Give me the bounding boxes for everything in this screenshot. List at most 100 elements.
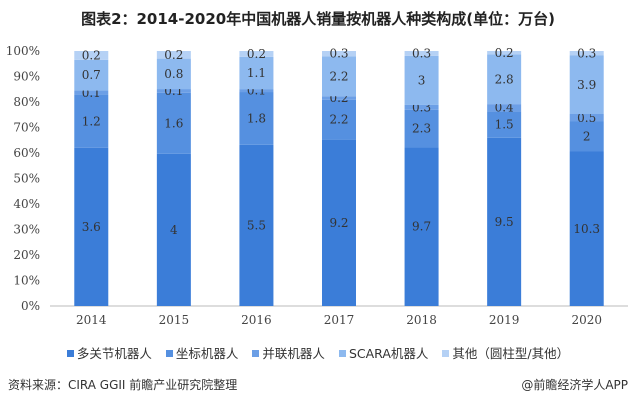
legend-label: 坐标机器人 [175, 346, 239, 361]
bar-segment [487, 137, 522, 306]
data-label: 0.3 [329, 47, 348, 61]
bar-segment [239, 89, 274, 93]
bar-segment [74, 59, 109, 91]
data-label: 9.2 [329, 216, 348, 230]
y-tick-label: 60% [13, 146, 40, 160]
data-label: 2.3 [412, 122, 431, 136]
bar-segment [487, 104, 522, 112]
data-label: 2 [583, 130, 591, 144]
bar-segment [239, 92, 274, 145]
bar-segment [74, 94, 109, 148]
data-label: 0.2 [495, 46, 514, 60]
y-tick-label: 10% [13, 274, 40, 288]
data-label: 1.6 [164, 116, 183, 130]
legend-item: 其他（圆柱型/其他） [442, 343, 569, 362]
bar-segment [156, 58, 191, 90]
data-label: 4 [170, 223, 178, 237]
source-note: 资料来源：CIRA GGII 前瞻产业研究院整理 [8, 378, 238, 392]
legend-label: SCARA机器人 [348, 346, 429, 361]
bar-segment [156, 92, 191, 154]
bar-segment [74, 147, 109, 306]
legend-label: 并联机器人 [262, 346, 325, 361]
data-label: 0.3 [412, 46, 431, 60]
legend-swatch [252, 350, 260, 357]
data-label: 2.2 [329, 113, 348, 127]
bar-segment [569, 121, 604, 152]
bar-segment [156, 153, 191, 306]
legend-swatch [338, 350, 346, 357]
legend-item: 坐标机器人 [165, 343, 239, 362]
bar-segment [404, 109, 439, 148]
legend-swatch [165, 350, 173, 357]
data-label: 0.2 [247, 47, 266, 61]
bar-segment [239, 51, 274, 57]
bar-segment [569, 151, 604, 306]
bar-segment [569, 114, 604, 122]
y-tick-label: 30% [13, 223, 40, 237]
legend-swatch [442, 350, 450, 357]
bar-segment [74, 90, 109, 95]
x-tick-label: 2017 [324, 313, 355, 327]
bar-segment [404, 55, 439, 105]
bar-segment [404, 147, 439, 306]
x-tick-label: 2014 [76, 313, 107, 327]
data-label: 0.7 [82, 68, 101, 82]
bar-segment [239, 144, 274, 306]
y-tick-label: 80% [13, 95, 40, 109]
bar-segment [239, 56, 274, 90]
bar-segment [487, 111, 522, 138]
data-label: 2.8 [495, 72, 514, 86]
bar-segment [156, 51, 191, 59]
legend-label: 其他（圆柱型/其他） [452, 346, 570, 361]
data-label: 9.5 [495, 215, 514, 229]
y-tick-label: 20% [13, 248, 40, 262]
data-label: 0.2 [82, 48, 101, 62]
data-label: 0.5 [577, 111, 596, 125]
x-tick-label: 2016 [241, 313, 272, 327]
bar-segment [404, 51, 439, 56]
data-label: 3.6 [82, 220, 101, 234]
data-label: 1.8 [247, 111, 266, 125]
legend-label: 多关节机器人 [76, 346, 152, 361]
bar-segment [487, 51, 522, 55]
x-tick-label: 2018 [406, 313, 437, 327]
legend-swatch [66, 350, 74, 357]
data-label: 1.1 [247, 66, 266, 80]
bar-segment [322, 96, 356, 100]
bar-segment [156, 89, 191, 93]
bar-segment [569, 55, 604, 114]
bar-segment [74, 51, 109, 60]
x-tick-label: 2015 [159, 313, 190, 327]
bar-segment [322, 139, 356, 306]
y-tick-label: 40% [13, 197, 40, 211]
bar-segment [322, 99, 356, 140]
y-tick-label: 100% [6, 44, 40, 58]
bar-segment [322, 56, 356, 97]
data-label: 10.3 [573, 222, 600, 236]
data-label: 0.4 [495, 101, 514, 115]
bar-segment [404, 104, 439, 110]
data-label: 3 [418, 73, 426, 87]
legend-item: 并联机器人 [252, 343, 325, 362]
y-tick-label: 70% [13, 121, 40, 135]
brand-label: @前瞻经济学人APP [521, 378, 628, 392]
legend-item: SCARA机器人 [338, 343, 429, 362]
bar-segment [322, 51, 356, 57]
chart-title: 图表2：2014-2020年中国机器人销量按机器人种类构成(单位：万台) [81, 10, 555, 28]
legend: 多关节机器人 坐标机器人 并联机器人 SCARA机器人 其他（圆柱型/其他） [0, 343, 636, 362]
y-tick-label: 90% [13, 70, 40, 84]
x-tick-label: 2019 [489, 313, 520, 327]
y-tick-label: 50% [13, 172, 40, 186]
data-label: 3.9 [577, 78, 596, 92]
bar-segment [569, 51, 604, 56]
data-label: 2.2 [329, 69, 348, 83]
y-tick-label: 0% [21, 299, 40, 313]
data-label: 5.5 [247, 218, 266, 232]
bar-segment [487, 54, 522, 105]
x-tick-label: 2020 [571, 313, 602, 327]
data-label: 1.5 [495, 117, 514, 131]
data-label: 9.7 [412, 220, 431, 234]
data-label: 1.2 [82, 114, 101, 128]
